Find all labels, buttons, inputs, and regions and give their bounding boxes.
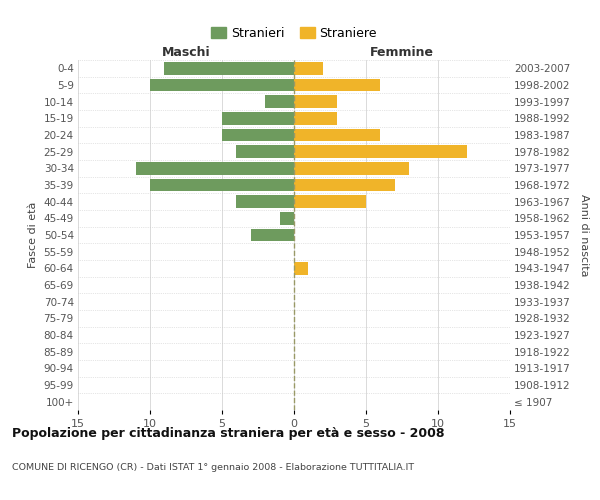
Text: Popolazione per cittadinanza straniera per età e sesso - 2008: Popolazione per cittadinanza straniera p… <box>12 428 445 440</box>
Bar <box>294 129 380 141</box>
Bar <box>294 62 323 74</box>
Bar <box>280 212 294 224</box>
Bar <box>150 179 294 192</box>
Bar <box>150 79 294 92</box>
Y-axis label: Fasce di età: Fasce di età <box>28 202 38 268</box>
Bar <box>294 179 395 192</box>
Bar <box>222 129 294 141</box>
Legend: Stranieri, Straniere: Stranieri, Straniere <box>209 24 380 42</box>
Bar <box>294 162 409 174</box>
Bar <box>294 112 337 124</box>
Bar <box>251 229 294 241</box>
Bar <box>294 79 380 92</box>
Bar <box>294 196 366 208</box>
Bar <box>294 96 337 108</box>
Bar <box>294 146 467 158</box>
Bar <box>236 146 294 158</box>
Text: Maschi: Maschi <box>161 46 211 59</box>
Bar <box>164 62 294 74</box>
Bar <box>294 262 308 274</box>
Text: Femmine: Femmine <box>370 46 434 59</box>
Bar <box>236 196 294 208</box>
Bar <box>222 112 294 124</box>
Text: COMUNE DI RICENGO (CR) - Dati ISTAT 1° gennaio 2008 - Elaborazione TUTTITALIA.IT: COMUNE DI RICENGO (CR) - Dati ISTAT 1° g… <box>12 462 414 471</box>
Y-axis label: Anni di nascita: Anni di nascita <box>579 194 589 276</box>
Bar <box>265 96 294 108</box>
Bar <box>136 162 294 174</box>
